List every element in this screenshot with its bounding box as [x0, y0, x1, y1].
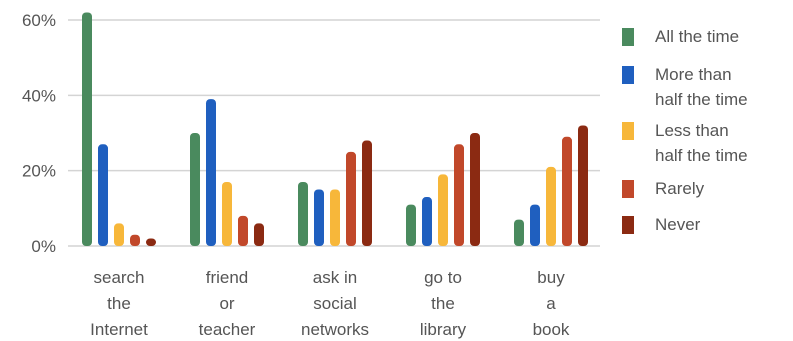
legend-swatch [622, 216, 634, 234]
x-category-label: go to the library [420, 268, 467, 339]
legend-item-never: Never [622, 212, 700, 237]
bar [298, 181, 308, 246]
legend-label: More than half the time [655, 65, 748, 109]
bar [206, 99, 216, 246]
x-category-label: ask in social networks [301, 268, 369, 339]
y-tick-label: 0% [31, 237, 56, 256]
bar [130, 234, 140, 246]
bar [422, 197, 432, 246]
bar [470, 133, 480, 246]
bar [406, 204, 416, 246]
bar [546, 166, 556, 246]
y-tick-label: 60% [22, 11, 56, 30]
x-category-label: buy a book [533, 268, 570, 339]
bar [314, 189, 324, 246]
legend-item-less-than-half: Less than half the time [622, 118, 748, 168]
bar [454, 144, 464, 246]
bar [190, 133, 200, 246]
bar [222, 181, 232, 246]
bar [530, 204, 540, 246]
legend-label: All the time [655, 27, 740, 46]
legend-label: Rarely [655, 179, 705, 198]
bar [562, 136, 572, 246]
bar [238, 215, 248, 246]
legend-swatch [622, 180, 634, 198]
y-tick-label: 20% [22, 162, 56, 181]
bar [578, 125, 588, 246]
legend-item-rarely: Rarely [622, 176, 704, 201]
legend-swatch [622, 66, 634, 84]
bar [346, 151, 356, 246]
x-category-label: search the Internet [90, 268, 148, 339]
bar [98, 144, 108, 246]
bar [146, 238, 156, 246]
legend-item-more-than-half: More than half the time [622, 62, 748, 112]
bar [82, 12, 92, 247]
bar [438, 174, 448, 246]
x-axis-category-labels: search the Internet friend or teacher ask in so… [90, 268, 570, 339]
bar [330, 189, 340, 246]
legend-label: Never [655, 215, 701, 234]
legend-swatch [622, 122, 634, 140]
bar [114, 223, 124, 246]
x-category-label: friend or teacher [199, 268, 256, 339]
legend-label: Less than half the time [655, 121, 748, 165]
bar [362, 140, 372, 246]
y-axis-tick-labels: 0% 20% 40% 60% [22, 11, 56, 256]
bar [254, 223, 264, 246]
legend-swatch [622, 28, 634, 46]
legend-item-all-the-time: All the time [622, 24, 739, 49]
y-tick-label: 40% [22, 86, 56, 105]
bars [82, 12, 588, 247]
bar [514, 219, 524, 246]
